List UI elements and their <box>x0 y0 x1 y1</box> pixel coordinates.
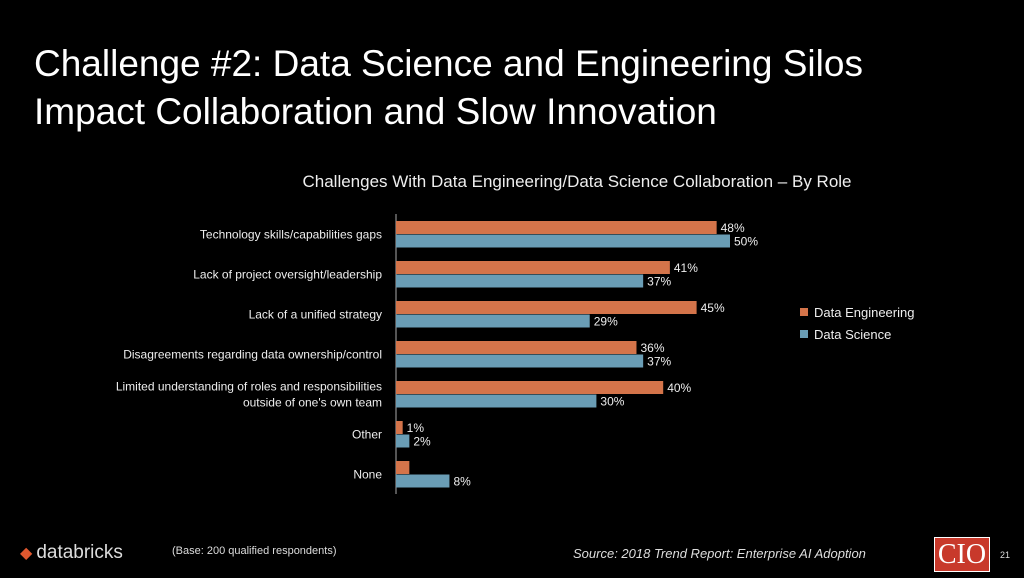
databricks-icon: ◆ <box>20 545 33 562</box>
category-label: Limited understanding of roles and respo… <box>116 380 382 394</box>
logo-text: databricks <box>36 542 123 563</box>
data-label: 40% <box>667 381 691 395</box>
data-label: 37% <box>647 355 671 369</box>
bar-data-engineering <box>396 421 403 434</box>
legend-label: Data Science <box>814 327 891 342</box>
cio-logo: CIO <box>934 537 990 572</box>
bar-data-engineering <box>396 461 410 474</box>
category-label: Other <box>352 428 382 442</box>
legend-swatch <box>800 308 808 316</box>
data-label: 50% <box>734 235 758 249</box>
chart-title: Challenges With Data Engineering/Data Sc… <box>302 172 852 191</box>
category-label: Lack of project oversight/leadership <box>193 268 382 282</box>
bar-data-engineering <box>396 381 664 394</box>
category-label: None <box>353 468 382 482</box>
bar-data-science <box>396 474 450 488</box>
base-note: (Base: 200 qualified respondents) <box>172 545 337 557</box>
bar-data-science <box>396 234 730 248</box>
slide-title: Challenge #2: Data Science and Engineeri… <box>34 40 863 136</box>
title-line-1: Challenge #2: Data Science and Engineeri… <box>34 43 863 84</box>
page-number: 21 <box>1000 550 1011 560</box>
data-label: 45% <box>701 301 725 315</box>
source-note: Source: 2018 Trend Report: Enterprise AI… <box>573 546 866 561</box>
legend-swatch <box>800 330 808 338</box>
bar-data-science <box>396 274 644 288</box>
category-label: outside of one's own team <box>243 396 382 410</box>
bar-data-science <box>396 314 590 328</box>
data-label: 37% <box>647 275 671 289</box>
data-label: 8% <box>453 475 471 489</box>
bar-data-engineering <box>396 221 717 234</box>
data-label: 36% <box>640 341 664 355</box>
bar-data-science <box>396 354 644 368</box>
bar-data-science <box>396 394 597 408</box>
category-label: Lack of a unified strategy <box>249 308 382 322</box>
bar-data-engineering <box>396 261 670 274</box>
category-label: Technology skills/capabilities gaps <box>200 228 382 242</box>
title-line-2: Impact Collaboration and Slow Innovation <box>34 91 717 132</box>
data-label: 29% <box>594 315 618 329</box>
data-label: 41% <box>674 261 698 275</box>
databricks-logo: ◆ databricks <box>20 542 123 564</box>
data-label: 30% <box>600 395 624 409</box>
data-label: 2% <box>413 435 431 449</box>
bar-data-engineering <box>396 301 697 314</box>
data-label: 48% <box>721 221 745 235</box>
data-label: 1% <box>407 421 425 435</box>
legend-label: Data Engineering <box>814 305 914 320</box>
category-label: Disagreements regarding data ownership/c… <box>123 348 382 362</box>
bar-data-engineering <box>396 341 637 354</box>
bar-data-science <box>396 434 410 448</box>
